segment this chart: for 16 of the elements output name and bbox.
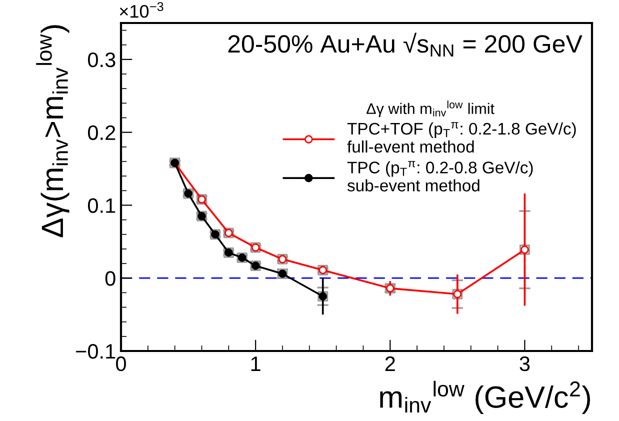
y-tick-label: 0.2 xyxy=(88,125,116,140)
legend-label: TPC (p$_{T}$$^{π}$: 0.2-0.8 GeV/c) sub-event method xyxy=(347,160,533,192)
y-tick-label: 0.1 xyxy=(88,198,116,213)
legend-label: TPC+TOF (p$_{T}$$^{π}$: 0.2-1.8 GeV/c) full-event method xyxy=(347,122,576,153)
chart-title: 20-50% Au+Au √s$_{NN}$ = 200 GeV xyxy=(228,32,582,57)
x-tick-label: 2 xyxy=(385,356,395,371)
text: ×10$^{−3}$ xyxy=(120,2,164,18)
x-tick-label: 0 xyxy=(116,356,126,372)
y-tick-label: 0.3 xyxy=(88,52,116,68)
x-axis-title: m$_{inv}$$^{low}$ (GeV/c$^{2}$) xyxy=(380,380,590,414)
legend-title: Δγ with m$_{inv}$$^{low}$ limit xyxy=(366,100,494,118)
y-tick-label: 0 xyxy=(105,271,116,286)
y-tick-label: −0.1 xyxy=(76,344,116,359)
y-axis-title: Δγ(m$_{inv}$>m$_{inv}$$^{low}$) xyxy=(36,25,70,238)
x-tick-label: 1 xyxy=(251,356,260,371)
x-tick-label: 3 xyxy=(520,356,530,372)
